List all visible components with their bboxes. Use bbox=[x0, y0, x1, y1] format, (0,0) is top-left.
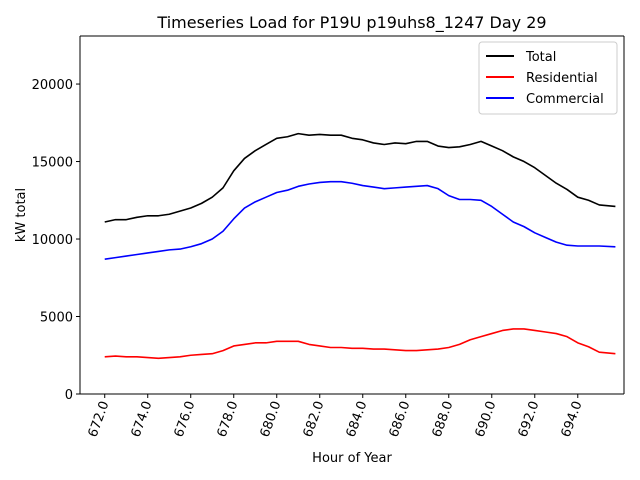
series-line-total bbox=[104, 132, 616, 223]
y-axis-label: kW total bbox=[14, 188, 29, 242]
y-tick-label: 15000 bbox=[32, 156, 73, 171]
legend-frame bbox=[478, 41, 618, 115]
y-tick-label: 20000 bbox=[32, 78, 73, 93]
y-axis-ticks: 0 5000 10000 15000 20000 bbox=[32, 78, 80, 403]
x-axis-label: Hour of Year bbox=[312, 451, 392, 466]
y-tick-label: 10000 bbox=[32, 233, 73, 248]
y-tick-label: 0 bbox=[65, 388, 73, 403]
series-line-residential bbox=[104, 328, 616, 360]
legend-label-commercial: Commercial bbox=[526, 92, 604, 107]
axes-layer bbox=[79, 35, 625, 395]
series-line-commercial bbox=[104, 180, 616, 260]
series-layer bbox=[104, 132, 616, 360]
chart-title: Timeseries Load for P19U p19uhs8_1247 Da… bbox=[156, 13, 546, 33]
legend-label-residential: Residential bbox=[526, 71, 598, 86]
y-tick-label: 5000 bbox=[40, 311, 73, 326]
legend-label-total: Total bbox=[525, 50, 556, 65]
legend: Total Residential Commercial bbox=[478, 41, 618, 115]
